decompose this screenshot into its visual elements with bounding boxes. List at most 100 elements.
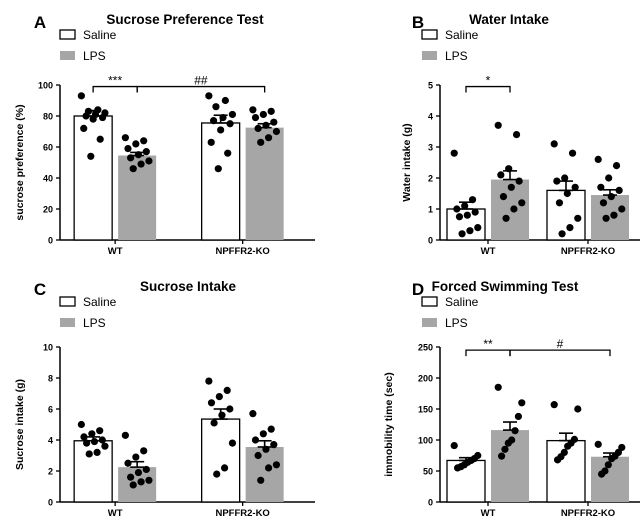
bar-saline (73, 440, 113, 503)
data-point (219, 113, 227, 122)
data-point (257, 476, 265, 484)
significance-label: ## (194, 74, 208, 88)
data-point (561, 174, 569, 182)
legend-swatch-lps (60, 318, 75, 327)
x-tick-label-0: WT (108, 508, 123, 519)
data-point (98, 436, 106, 444)
data-point (90, 437, 99, 446)
data-point (77, 92, 85, 100)
data-point (214, 165, 222, 173)
legend-label-saline: Saline (83, 295, 117, 309)
data-point (558, 230, 566, 238)
data-point (455, 213, 464, 221)
y-tick-label: 0 (48, 236, 53, 246)
bar-lps (245, 127, 284, 240)
legend-swatch-saline (421, 296, 438, 307)
data-point (597, 470, 606, 478)
bar-lps (591, 195, 629, 240)
data-point (121, 134, 129, 142)
y-tick-label: 4 (428, 112, 433, 122)
data-point (270, 118, 278, 126)
data-point (82, 112, 90, 120)
data-point (209, 117, 218, 125)
y-tick-label: 2 (428, 174, 433, 184)
data-point (132, 140, 140, 148)
data-point (612, 162, 621, 170)
y-axis-label: sucrose preference (%) (14, 104, 26, 220)
x-tick-label-0: WT (108, 246, 123, 257)
significance-label: * (486, 74, 491, 88)
x-tick-label-0: WT (481, 246, 496, 257)
legend-swatch-saline (59, 29, 76, 40)
data-point (471, 208, 479, 216)
data-point (608, 455, 616, 463)
data-point (210, 419, 218, 427)
data-point (505, 165, 513, 173)
data-point (251, 436, 260, 444)
panel-letter: D (412, 280, 424, 299)
bar-saline (200, 122, 241, 241)
data-point (220, 464, 229, 472)
y-axis-label: immobility time (sec) (383, 372, 395, 476)
legend-swatch-saline (59, 296, 76, 307)
data-point (224, 149, 232, 157)
legend-label-saline: Saline (83, 28, 117, 42)
data-point (461, 202, 469, 210)
data-point (127, 473, 135, 481)
data-point (142, 148, 150, 156)
data-point (228, 110, 237, 119)
y-tick-label: 8 (48, 374, 53, 384)
data-point (494, 383, 502, 391)
data-point (132, 453, 140, 461)
panel-letter: C (34, 280, 46, 299)
data-point (96, 427, 104, 435)
data-point (262, 445, 270, 453)
data-point (217, 126, 225, 134)
data-point (218, 411, 226, 419)
x-tick-label-1: NPFFR2-KO (561, 508, 615, 519)
data-point (605, 174, 613, 182)
y-tick-label: 40 (43, 174, 53, 184)
legend-label-saline: Saline (445, 295, 479, 309)
data-point (512, 131, 521, 139)
data-point (599, 199, 608, 207)
y-tick-label: 1 (428, 205, 433, 215)
data-point (494, 121, 502, 129)
data-point (267, 425, 275, 433)
data-point (450, 149, 458, 157)
legend-swatch-lps (60, 51, 75, 60)
y-tick-label: 5 (428, 81, 433, 91)
data-point (553, 456, 562, 464)
data-point (254, 451, 262, 460)
data-point (205, 92, 213, 100)
data-point (618, 205, 626, 213)
y-tick-label: 0 (428, 236, 433, 246)
data-point (453, 464, 462, 472)
data-point (450, 441, 458, 450)
data-point (249, 410, 257, 418)
data-point (87, 152, 95, 160)
data-point (134, 468, 143, 477)
data-point (604, 461, 612, 469)
data-point (594, 155, 602, 163)
legend-label-lps: LPS (83, 316, 106, 330)
legend-swatch-lps (422, 318, 437, 327)
data-point (566, 224, 574, 232)
data-point (124, 459, 132, 467)
y-tick-label: 20 (43, 205, 53, 215)
data-point (213, 470, 221, 478)
data-point (555, 199, 564, 207)
data-point (264, 134, 273, 142)
data-point (145, 476, 153, 484)
data-point (127, 154, 135, 162)
panel-letter: A (34, 13, 46, 32)
data-point (212, 103, 220, 111)
data-point (453, 205, 461, 213)
x-tick-label-1: NPFFR2-KO (561, 246, 615, 257)
data-point (140, 137, 148, 145)
y-tick-label: 6 (48, 405, 53, 415)
data-point (466, 227, 474, 235)
data-point (553, 177, 561, 185)
